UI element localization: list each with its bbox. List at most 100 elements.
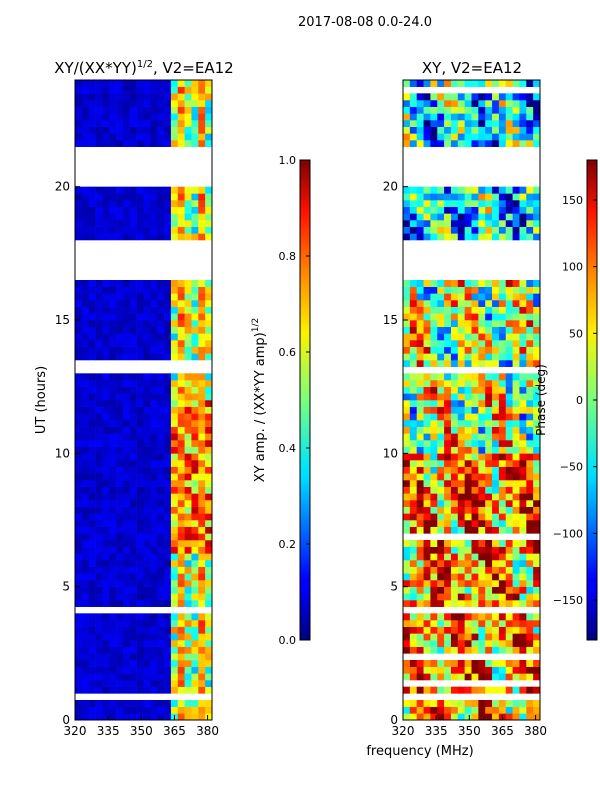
heatmap-cell-chart0 <box>184 513 192 521</box>
heatmap-cell-chart0 <box>170 120 179 127</box>
heatmap-cell-chart1 <box>423 633 431 641</box>
heatmap-cell-chart1 <box>471 500 479 507</box>
heatmap-cell-chart0 <box>116 546 124 554</box>
heatmap-cell-chart1 <box>533 646 541 654</box>
heatmap-cell-chart1 <box>526 673 534 681</box>
heatmap-cell-chart0 <box>88 200 96 207</box>
heatmap-cell-chart1 <box>430 473 438 481</box>
heatmap-cell-chart1 <box>533 186 541 194</box>
heatmap-cell-chart1 <box>450 600 459 607</box>
heatmap-cell-chart1 <box>485 666 493 674</box>
heatmap-cell-chart1 <box>492 406 500 414</box>
y-tick-label: 5 <box>390 580 398 594</box>
heatmap-cell-chart0 <box>122 713 131 721</box>
heatmap-cell-chart0 <box>157 653 165 661</box>
heatmap-cell-chart0 <box>205 546 213 554</box>
heatmap-cell-chart0 <box>150 346 158 354</box>
heatmap-cell-chart0 <box>205 640 213 647</box>
heatmap-cell-chart0 <box>75 426 83 434</box>
heatmap-cell-chart1 <box>423 353 431 361</box>
heatmap-cell-chart1 <box>512 393 520 401</box>
heatmap-cell-chart1 <box>409 480 417 487</box>
heatmap-cell-chart1 <box>409 593 417 601</box>
heatmap-cell-chart0 <box>157 540 165 547</box>
heatmap-cell-chart0 <box>109 500 117 507</box>
heatmap-cell-chart0 <box>122 700 131 707</box>
heatmap-cell-chart1 <box>409 620 417 627</box>
heatmap-cell-chart0 <box>122 620 131 627</box>
heatmap-cell-chart1 <box>423 486 431 494</box>
heatmap-cell-chart0 <box>198 653 206 661</box>
heatmap-cell-chart0 <box>116 206 124 214</box>
heatmap-cell-chart0 <box>122 193 131 201</box>
heatmap-cell-chart1 <box>457 493 465 501</box>
heatmap-cell-chart0 <box>198 586 206 594</box>
heatmap-cell-chart0 <box>164 420 172 427</box>
heatmap-cell-chart1 <box>471 433 479 441</box>
heatmap-cell-chart1 <box>478 200 486 207</box>
heatmap-cell-chart1 <box>403 206 411 214</box>
heatmap-cell-chart0 <box>164 700 172 707</box>
heatmap-cell-chart0 <box>184 620 192 627</box>
heatmap-cell-chart0 <box>191 113 199 121</box>
heatmap-cell-chart1 <box>498 293 507 301</box>
heatmap-cell-chart0 <box>143 526 151 534</box>
heatmap-cell-chart0 <box>143 126 151 134</box>
heatmap-cell-chart1 <box>464 280 472 287</box>
heatmap-cell-chart1 <box>423 520 431 527</box>
heatmap-cell-chart1 <box>416 593 424 601</box>
heatmap-cell-chart0 <box>205 473 213 481</box>
heatmap-cell-chart0 <box>164 86 172 94</box>
heatmap-cell-chart1 <box>519 380 527 387</box>
heatmap-cell-chart0 <box>184 553 192 561</box>
heatmap-cell-chart1 <box>403 560 411 567</box>
heatmap-cell-chart0 <box>129 506 137 514</box>
heatmap-cell-chart1 <box>457 446 465 454</box>
heatmap-cell-chart0 <box>129 640 137 647</box>
heatmap-cell-chart1 <box>430 313 438 321</box>
heatmap-cell-chart0 <box>191 120 199 127</box>
heatmap-cell-chart0 <box>102 680 110 687</box>
heatmap-cell-chart0 <box>109 540 117 547</box>
heatmap-cell-chart1 <box>430 586 438 594</box>
heatmap-cell-chart0 <box>143 320 151 327</box>
heatmap-cell-chart1 <box>485 520 493 527</box>
heatmap-cell-chart1 <box>464 226 472 234</box>
heatmap-cell-chart1 <box>416 320 424 327</box>
heatmap-cell-chart0 <box>116 640 124 647</box>
heatmap-cell-chart0 <box>164 340 172 347</box>
heatmap-cell-chart0 <box>184 453 192 461</box>
heatmap-cell-chart1 <box>478 320 486 327</box>
heatmap-cell-chart0 <box>164 580 172 587</box>
heatmap-cell-chart1 <box>423 186 431 194</box>
heatmap-cell-chart1 <box>416 560 424 567</box>
heatmap-cell-chart1 <box>471 546 479 554</box>
heatmap-cell-chart0 <box>170 706 179 714</box>
heatmap-cell-chart0 <box>164 326 172 334</box>
heatmap-cell-chart0 <box>129 93 137 101</box>
heatmap-cell-chart0 <box>136 200 144 207</box>
heatmap-cell-chart0 <box>150 393 158 401</box>
heatmap-cell-chart1 <box>478 613 486 621</box>
heatmap-cell-chart1 <box>471 120 479 127</box>
heatmap-cell-chart1 <box>485 626 493 634</box>
heatmap-cell-chart1 <box>430 93 438 101</box>
heatmap-cell-chart0 <box>75 446 83 454</box>
heatmap-cell-chart0 <box>102 540 110 547</box>
heatmap-cell-chart0 <box>95 306 103 314</box>
heatmap-cell-chart1 <box>444 633 452 641</box>
phase-colorbar-label: Phase (deg) <box>534 364 548 436</box>
heatmap-cell-chart0 <box>75 546 83 554</box>
heatmap-cell-chart0 <box>150 300 158 307</box>
heatmap-cell-chart1 <box>505 386 513 394</box>
heatmap-cell-chart0 <box>95 400 103 407</box>
heatmap-cell-chart1 <box>526 126 534 134</box>
heatmap-cell-chart1 <box>409 500 417 507</box>
heatmap-cell-chart0 <box>109 80 117 87</box>
heatmap-cell-chart0 <box>129 126 137 134</box>
heatmap-cell-chart1 <box>471 593 479 601</box>
heatmap-cell-chart1 <box>464 100 472 107</box>
heatmap-cell-chart0 <box>95 420 103 427</box>
heatmap-cell-chart0 <box>88 380 96 387</box>
heatmap-cell-chart0 <box>102 200 110 207</box>
